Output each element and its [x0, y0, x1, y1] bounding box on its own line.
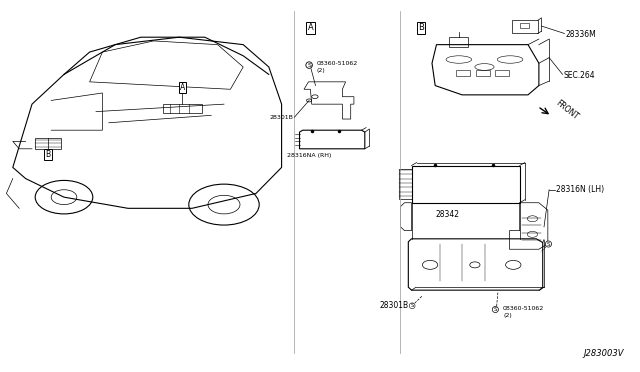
Text: A: A — [180, 83, 185, 92]
Text: 28316NA (RH): 28316NA (RH) — [287, 153, 332, 157]
Bar — [476, 70, 490, 76]
Text: 28301B: 28301B — [269, 115, 293, 120]
Bar — [35, 138, 61, 149]
Text: 28316N (LH): 28316N (LH) — [556, 185, 604, 194]
Text: 28336M: 28336M — [565, 30, 596, 39]
Text: 08360-51062: 08360-51062 — [316, 61, 357, 67]
Text: J283003V: J283003V — [584, 349, 624, 358]
Text: S: S — [493, 307, 497, 312]
Text: (2): (2) — [503, 313, 512, 318]
Text: A: A — [308, 23, 313, 32]
Bar — [163, 104, 202, 113]
Text: B: B — [418, 23, 424, 32]
Text: S: S — [547, 241, 550, 247]
Text: FRONT: FRONT — [554, 99, 580, 122]
Text: S: S — [411, 303, 413, 308]
Bar — [456, 70, 470, 76]
Bar — [512, 20, 538, 33]
Text: 28301B: 28301B — [379, 301, 408, 310]
Text: (2): (2) — [316, 68, 325, 73]
Text: SEC.264: SEC.264 — [563, 71, 595, 80]
Text: 08360-51062: 08360-51062 — [503, 305, 544, 311]
Text: B: B — [45, 150, 51, 159]
Text: 28342: 28342 — [436, 210, 460, 219]
Text: S: S — [307, 62, 311, 68]
Bar — [495, 70, 509, 76]
Bar — [520, 23, 529, 28]
